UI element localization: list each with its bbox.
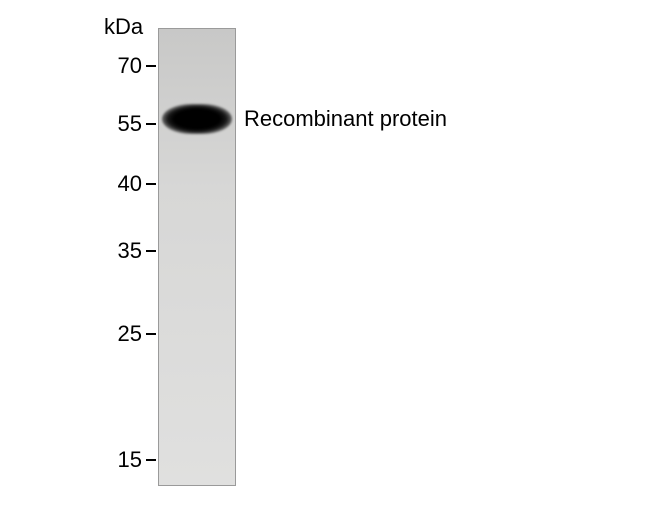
tick-mark	[146, 459, 156, 461]
tick-mark	[146, 123, 156, 125]
tick-label: 35	[102, 238, 142, 264]
band-annotation-label: Recombinant protein	[244, 106, 447, 132]
tick-label: 40	[102, 171, 142, 197]
tick-mark	[146, 183, 156, 185]
tick-mark	[146, 333, 156, 335]
tick-label: 15	[102, 447, 142, 473]
axis-unit-label: kDa	[104, 14, 143, 40]
tick-mark	[146, 65, 156, 67]
protein-band	[162, 104, 232, 134]
tick-label: 70	[102, 53, 142, 79]
gel-lane	[158, 28, 236, 486]
tick-label: 25	[102, 321, 142, 347]
tick-label: 55	[102, 111, 142, 137]
gel-lane-background	[159, 29, 235, 485]
western-blot-figure: kDa 70 55 40 35 25 15 Recombinant protein	[0, 0, 650, 520]
tick-mark	[146, 250, 156, 252]
